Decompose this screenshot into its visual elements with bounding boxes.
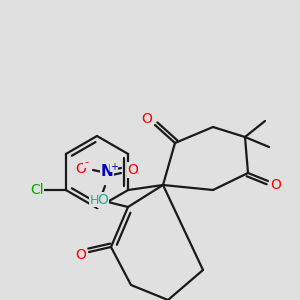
Text: Cl: Cl bbox=[30, 183, 43, 197]
Text: O: O bbox=[76, 248, 86, 262]
Text: O: O bbox=[98, 193, 108, 207]
Text: -: - bbox=[84, 157, 88, 167]
Text: O: O bbox=[271, 178, 281, 192]
Text: +: + bbox=[110, 162, 118, 172]
Text: N: N bbox=[100, 164, 113, 179]
Text: O: O bbox=[142, 112, 152, 126]
Text: H: H bbox=[89, 194, 99, 206]
Text: O: O bbox=[128, 163, 138, 177]
Text: O: O bbox=[76, 162, 86, 176]
